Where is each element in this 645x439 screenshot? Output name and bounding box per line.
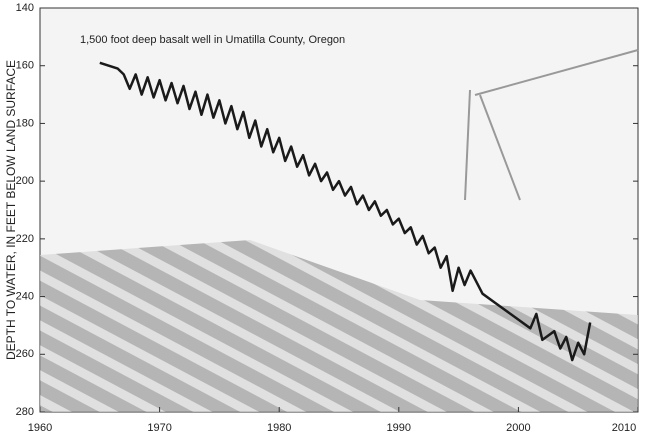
x-tick-label: 2000 bbox=[506, 422, 530, 434]
x-tick-label: 2010 bbox=[612, 422, 636, 434]
x-tick-label: 1990 bbox=[387, 422, 411, 434]
y-tick-label: 140 bbox=[16, 2, 34, 14]
page: {"chart_data": {"type": "line", "annotat… bbox=[0, 0, 645, 439]
y-tick-label: 280 bbox=[16, 406, 34, 418]
y-axis-label: DEPTH TO WATER, IN FEET BELOW LAND SURFA… bbox=[4, 60, 18, 360]
y-tick-label: 240 bbox=[16, 290, 34, 302]
x-tick-label: 1980 bbox=[267, 422, 291, 434]
y-tick-label: 200 bbox=[16, 175, 34, 187]
x-tick-label: 1970 bbox=[147, 422, 171, 434]
y-tick-label: 220 bbox=[16, 233, 34, 245]
y-tick-label: 260 bbox=[16, 348, 34, 360]
chart: 1,500 foot deep basalt well in Umatilla … bbox=[0, 0, 645, 439]
x-tick-label: 1960 bbox=[28, 422, 52, 434]
y-tick-label: 160 bbox=[16, 60, 34, 72]
y-tick-label: 180 bbox=[16, 117, 34, 129]
annotation: 1,500 foot deep basalt well in Umatilla … bbox=[80, 34, 345, 46]
